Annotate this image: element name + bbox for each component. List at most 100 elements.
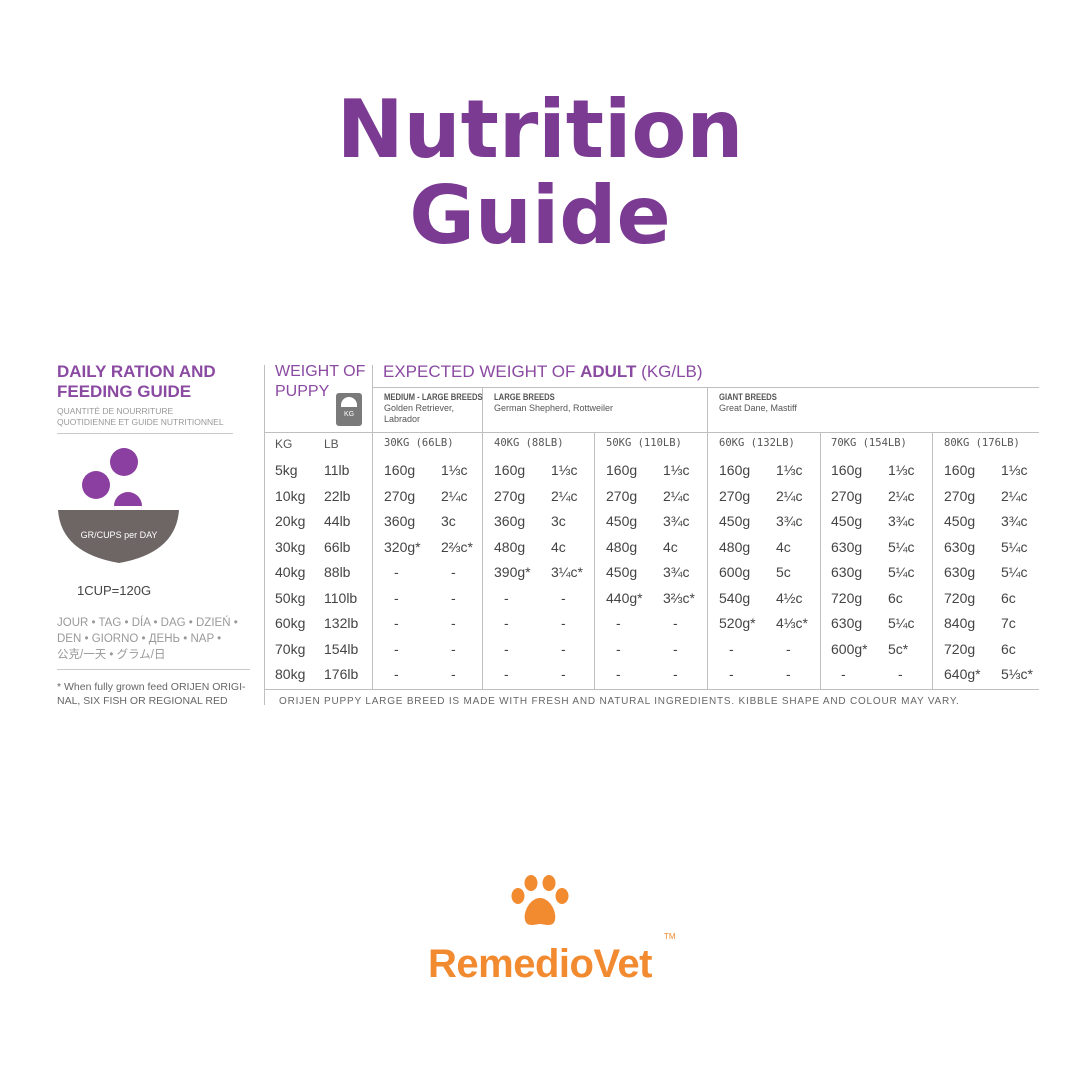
grams-cell: - — [616, 640, 621, 657]
grams-cell: 270g — [494, 487, 526, 504]
grams-cell: 440g* — [606, 589, 643, 606]
breed-group-giant: GIANT BREEDS Great Dane, Mastiff — [719, 392, 797, 414]
column-divider — [932, 432, 933, 690]
breed-group-examples: Golden Retriever, — [384, 403, 455, 413]
grams-cell: 480g — [494, 538, 526, 555]
puppy-lb-cell: 176lb — [324, 666, 359, 682]
cup-note: 1CUP=120G — [77, 583, 152, 598]
cups-cell: 2¼c — [888, 487, 915, 504]
grams-cell: 360g — [494, 513, 526, 529]
table-bottom-rule — [265, 689, 1039, 690]
cups-cell: 1⅓c — [776, 462, 803, 478]
grams-cell: 270g — [719, 487, 751, 504]
cups-cell: 3c — [441, 513, 456, 529]
days-line1: JOUR • TAG • DÍA • DAG • DZIEŃ • — [57, 617, 238, 629]
cups-cell: - — [673, 640, 678, 657]
cups-cell: - — [561, 589, 566, 606]
cups-cell: 1⅓c — [663, 462, 690, 478]
adult-weight-column-header: 60KG (132LB) — [719, 437, 795, 449]
column-divider — [707, 388, 708, 690]
header-rule — [373, 387, 1039, 388]
cups-cell: - — [786, 666, 791, 682]
grams-cell: - — [729, 640, 734, 657]
guide-subtitle-line2: QUOTIDIENNE ET GUIDE NUTRITIONNEL — [57, 417, 224, 427]
grams-cell: - — [504, 589, 509, 606]
grams-cell: 640g* — [944, 666, 981, 682]
footnote-line2: NAL, SIX FISH OR REGIONAL RED — [57, 695, 228, 707]
guide-title-line1: DAILY RATION AND — [57, 362, 216, 381]
grams-cell: 630g — [831, 538, 863, 555]
bowl-label: GR/CUPS per DAY — [81, 530, 158, 540]
cups-cell: 6c — [888, 589, 903, 606]
footnote: * When fully grown feed ORIJEN ORIGI- NA… — [57, 680, 252, 708]
cups-cell: 4½c — [776, 589, 803, 606]
grams-cell: - — [729, 666, 734, 682]
grams-cell: 540g — [719, 589, 751, 606]
grams-cell: 630g — [831, 615, 863, 631]
grams-cell: 270g — [831, 487, 863, 504]
puppy-kg-cell: 70kg — [275, 640, 306, 657]
cups-cell: - — [673, 615, 678, 631]
cups-cell: - — [451, 564, 456, 580]
cups-cell: 3c — [551, 513, 566, 529]
cups-cell: - — [898, 666, 903, 682]
puppy-column-divider — [372, 365, 373, 690]
trademark-mark: TM — [664, 932, 676, 941]
cups-cell: 1⅓c — [551, 462, 578, 478]
cups-cell: 3⅔c* — [663, 589, 695, 606]
bowl-icon: GR/CUPS per DAY — [58, 448, 179, 563]
cups-cell: 2⅔c* — [441, 538, 473, 555]
adult-weight-column-header: 50KG (110LB) — [606, 437, 682, 449]
cups-cell: 2¼c — [551, 487, 578, 504]
column-divider — [482, 388, 483, 690]
cups-cell: - — [561, 666, 566, 682]
breed-group-examples: Great Dane, Mastiff — [719, 403, 797, 413]
cups-cell: 5c — [776, 564, 791, 580]
adult-weight-column-header: 70KG (154LB) — [831, 437, 907, 449]
adult-weight-column-header: 80KG (176LB) — [944, 437, 1020, 449]
weight-of-puppy-line1: WEIGHT OF — [275, 363, 366, 380]
puppy-lb-cell: 154lb — [324, 640, 359, 657]
grams-cell: 630g — [944, 538, 976, 555]
cups-cell: 5¼c — [888, 615, 915, 631]
cups-cell: 3¾c — [663, 564, 690, 580]
puppy-kg-cell: 5kg — [275, 462, 298, 478]
puppy-kg-cell: 60kg — [275, 615, 306, 631]
grams-cell: 720g — [831, 589, 863, 606]
header-rule — [265, 432, 1039, 433]
cups-cell: 4c — [551, 538, 566, 555]
cups-cell: 3¼c* — [551, 564, 583, 580]
cups-cell: 4c — [776, 538, 791, 555]
breed-group-name: MEDIUM - LARGE BREEDS — [384, 392, 483, 402]
grams-cell: - — [394, 564, 399, 580]
cups-cell: - — [561, 640, 566, 657]
cups-cell: 4c — [663, 538, 678, 555]
cups-cell: 2¼c — [1001, 487, 1028, 504]
expected-suffix: (KG/LB) — [636, 362, 703, 381]
cups-cell: - — [451, 589, 456, 606]
cups-cell: 5¼c — [1001, 538, 1028, 555]
cups-cell: 2¼c — [776, 487, 803, 504]
grams-cell: 520g* — [719, 615, 756, 631]
column-divider — [820, 432, 821, 690]
grams-cell: 270g — [944, 487, 976, 504]
cups-cell: 5¼c — [888, 538, 915, 555]
puppy-kg-cell: 30kg — [275, 538, 306, 555]
puppy-kg-cell: 40kg — [275, 564, 306, 580]
grams-cell: 630g — [944, 564, 976, 580]
puppy-column-header: LB — [324, 437, 339, 451]
cups-cell: 5¼c — [888, 564, 915, 580]
grams-cell: 270g — [606, 487, 638, 504]
cups-cell: 1⅓c — [888, 462, 915, 478]
grams-cell: 360g — [384, 513, 416, 529]
puppy-lb-cell: 11lb — [324, 462, 350, 478]
paw-icon — [511, 875, 569, 925]
grams-cell: 160g — [719, 462, 751, 478]
cups-cell: 4⅓c* — [776, 615, 808, 631]
cups-cell: 6c — [1001, 640, 1016, 657]
cups-cell: 6c — [1001, 589, 1016, 606]
cups-cell: 1⅓c — [441, 462, 468, 478]
puppy-lb-cell: 22lb — [324, 487, 351, 504]
page-title-line2: Guide — [409, 169, 671, 262]
puppy-lb-cell: 66lb — [324, 538, 351, 555]
